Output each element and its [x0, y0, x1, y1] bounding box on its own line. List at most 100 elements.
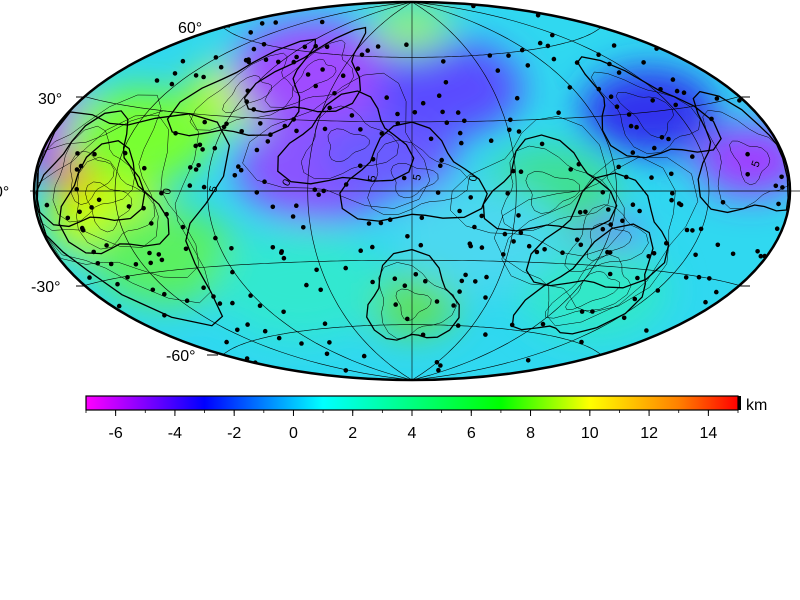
hotspot-dot [294, 129, 299, 134]
hotspot-dot [327, 340, 332, 345]
hotspot-dot [343, 266, 348, 271]
hotspot-dot [316, 192, 321, 197]
hotspot-dot [468, 241, 473, 246]
hotspot-dot [627, 112, 632, 117]
hotspot-dot [414, 272, 419, 277]
hotspot-dot [439, 158, 444, 163]
hotspot-dot [575, 60, 580, 65]
hotspot-dot [684, 275, 689, 280]
hotspot-dot [239, 168, 244, 173]
hotspot-dot [313, 44, 318, 49]
hotspot-dot [607, 62, 612, 67]
hotspot-dot [774, 184, 779, 189]
hotspot-dot [413, 110, 418, 115]
hotspot-dot [214, 55, 219, 60]
hotspot-dot [362, 354, 367, 359]
hotspot-dot [96, 261, 101, 266]
hotspot-dot [685, 228, 690, 233]
hotspot-dot [462, 119, 467, 124]
hotspot-dot [155, 78, 160, 83]
hotspot-dot [229, 246, 234, 251]
hotspot-dot [484, 275, 489, 280]
hotspot-dot [211, 294, 216, 299]
hotspot-dot [444, 80, 449, 85]
hotspot-dot [75, 151, 80, 156]
hotspot-dot [213, 236, 218, 241]
hotspot-dot [358, 164, 363, 169]
hotspot-dot [436, 368, 441, 373]
hotspot-dot [608, 272, 613, 277]
hotspot-dot [325, 45, 330, 50]
hotspot-dot [379, 221, 384, 226]
hotspot-dot [188, 165, 193, 170]
hotspot-dot [423, 279, 428, 284]
hotspot-dot [393, 276, 398, 281]
hotspot-dot [615, 104, 620, 109]
hotspot-dot [516, 213, 521, 218]
hotspot-dot [622, 316, 627, 321]
hotspot-dot [222, 125, 227, 130]
hotspot-dot [690, 154, 695, 159]
hotspot-dot [480, 245, 485, 250]
hotspot-dot [160, 258, 165, 263]
hotspot-dot [239, 129, 244, 134]
hotspot-dot [244, 99, 249, 104]
hotspot-dot [609, 94, 614, 99]
hotspot-dot [538, 41, 543, 46]
hotspot-dot [201, 285, 206, 290]
hotspot-dot [456, 323, 461, 328]
hotspot-dot [279, 249, 284, 254]
hotspot-dot [291, 214, 296, 219]
hotspot-dot [633, 297, 638, 302]
hotspot-dot [608, 222, 613, 227]
hotspot-dot [703, 300, 708, 305]
hotspot-dot [277, 336, 282, 341]
hotspot-dot [605, 250, 610, 255]
hotspot-dot [483, 295, 488, 300]
hotspot-dot [273, 20, 278, 25]
hotspot-dot [218, 301, 223, 306]
hotspot-dot [458, 131, 463, 136]
hotspot-dot [483, 332, 488, 337]
hotspot-dot [596, 52, 601, 57]
colorbar-end-cap [738, 396, 741, 410]
hotspot-dot [92, 152, 97, 157]
hotspot-dot [341, 73, 346, 78]
hotspot-dot [299, 341, 304, 346]
colorbar-tick-label: 12 [640, 425, 658, 442]
hotspot-dot [438, 163, 443, 168]
hotspot-dot [457, 289, 462, 294]
hotspot-dot [779, 175, 784, 180]
hotspot-dot [437, 93, 442, 98]
hotspot-dot [314, 268, 319, 273]
hotspot-dot [91, 250, 96, 255]
hotspot-dot [445, 120, 450, 125]
hotspot-dot [358, 127, 363, 132]
hotspot-dot [496, 68, 501, 73]
hotspot-dot [568, 85, 573, 90]
hotspot-dot [583, 210, 588, 215]
hotspot-dot [248, 30, 253, 35]
hotspot-dot [162, 292, 167, 297]
hotspot-dot [511, 239, 516, 244]
hotspot-dot [616, 165, 621, 170]
hotspot-dot [451, 303, 456, 308]
hotspot-dot [79, 164, 84, 169]
hotspot-dot [542, 247, 547, 252]
hotspot-dot [260, 21, 265, 26]
hotspot-dot [624, 175, 629, 180]
hotspot-dot [709, 117, 714, 122]
hotspot-dot [173, 71, 178, 76]
hotspot-dot [276, 60, 281, 65]
hotspot-dot [117, 304, 122, 309]
hotspot-dot [303, 45, 308, 50]
hotspot-dot [384, 95, 389, 100]
hotspot-dot [404, 42, 409, 47]
hotspot-dot [262, 179, 267, 184]
hotspot-dot [202, 120, 207, 125]
hotspot-dot [535, 250, 540, 255]
hotspot-dot [77, 210, 82, 215]
hotspot-dot [459, 141, 464, 146]
hotspot-dot [294, 203, 299, 208]
hotspot-dot [258, 121, 263, 126]
